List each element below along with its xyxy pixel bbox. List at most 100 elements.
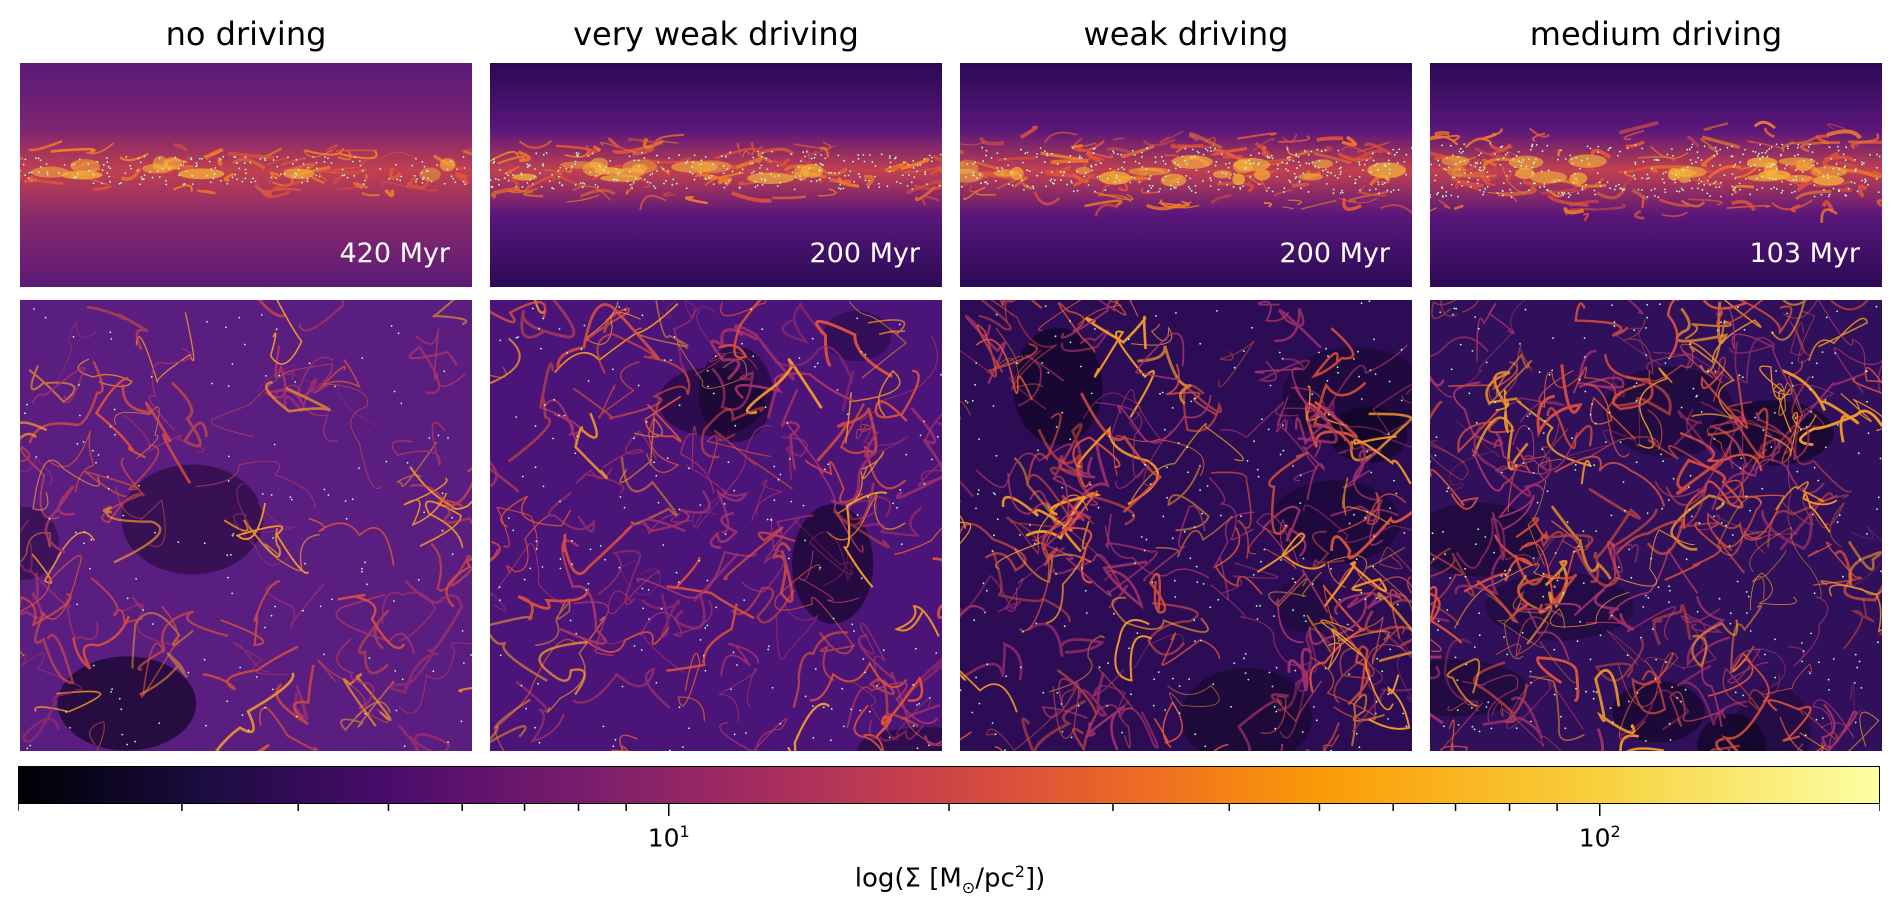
star-particle: [820, 154, 822, 156]
gas-filament: [674, 552, 739, 630]
star-particle: [1794, 417, 1797, 419]
star-particle: [1370, 471, 1373, 474]
star-particle: [597, 186, 599, 188]
star-particle: [1098, 666, 1101, 668]
star-particle: [1056, 692, 1059, 694]
star-particle: [1786, 145, 1789, 148]
star-particle: [662, 544, 665, 546]
gas-filament: [332, 167, 368, 176]
dense-gas-clump: [30, 166, 70, 178]
star-particle: [1046, 154, 1049, 157]
gas-filament: [454, 172, 470, 185]
star-particle: [1358, 161, 1361, 164]
dense-gas-clump: [178, 168, 225, 180]
star-particle: [1084, 171, 1087, 174]
star-particle: [1622, 481, 1625, 483]
star-particle: [1738, 188, 1741, 191]
star-particle: [1178, 712, 1181, 715]
star-particle: [786, 422, 789, 424]
gas-filament: [1540, 530, 1594, 549]
star-particle: [1854, 168, 1857, 170]
gas-filament: [793, 141, 832, 150]
star-particle: [1658, 303, 1661, 306]
star-particle: [1141, 166, 1144, 168]
gas-filament: [644, 395, 682, 443]
star-particle: [619, 496, 622, 498]
star-particle: [1479, 166, 1482, 169]
gas-filament: [1430, 547, 1475, 597]
gas-filament: [1627, 300, 1644, 315]
star-particle: [1773, 163, 1776, 166]
gas-filament: [1430, 207, 1437, 212]
star-particle: [574, 184, 577, 186]
star-particle: [1304, 620, 1307, 623]
star-particle: [1194, 397, 1196, 400]
star-particle: [1862, 162, 1865, 165]
star-particle: [1474, 161, 1477, 164]
star-particle: [1368, 678, 1371, 680]
star-particle: [1541, 150, 1544, 153]
star-particle: [678, 508, 681, 511]
star-particle: [1662, 172, 1665, 175]
star-particle: [1671, 154, 1674, 157]
gas-filament: [1220, 562, 1279, 595]
gas-filament: [1310, 656, 1377, 721]
dense-gas-clump: [1508, 155, 1544, 169]
gas-filament: [1268, 571, 1322, 608]
star-particle: [26, 403, 28, 406]
star-particle: [245, 172, 247, 175]
star-particle: [1042, 691, 1045, 694]
star-particle: [447, 437, 449, 439]
star-particle: [341, 174, 344, 177]
star-particle: [589, 548, 592, 551]
star-particle: [793, 188, 796, 191]
star-particle: [991, 550, 994, 552]
gas-filament: [1691, 619, 1739, 669]
gas-filament: [1619, 734, 1665, 751]
star-particle: [656, 154, 658, 157]
gas-filament: [1730, 604, 1763, 674]
star-particle: [859, 176, 861, 178]
star-particle: [1457, 195, 1459, 198]
star-particle: [1174, 186, 1177, 189]
star-particle: [1797, 143, 1800, 146]
gas-filament: [458, 687, 472, 693]
star-particle: [1466, 180, 1469, 183]
star-particle: [244, 177, 247, 180]
gas-filament: [855, 423, 873, 439]
gas-filament: [1782, 300, 1866, 369]
star-particle: [1685, 558, 1688, 561]
star-particle: [432, 670, 435, 673]
gas-filament: [1547, 194, 1589, 207]
star-particle: [20, 169, 21, 172]
star-particle: [574, 163, 577, 166]
gas-filament: [1333, 647, 1375, 704]
gas-filament: [1648, 343, 1714, 382]
star-particle: [1535, 143, 1538, 146]
gas-filament: [1676, 664, 1748, 726]
star-particle: [249, 161, 252, 164]
star-particle: [507, 179, 510, 182]
gas-filament: [506, 514, 550, 574]
star-particle: [125, 155, 128, 158]
star-particle: [1775, 187, 1778, 190]
gas-filament: [700, 406, 765, 459]
star-particle: [1311, 393, 1314, 396]
star-particle: [1774, 178, 1777, 180]
star-particle: [24, 158, 27, 161]
gas-filament: [1495, 431, 1579, 475]
star-particle: [1451, 176, 1454, 179]
star-particle: [1589, 147, 1592, 150]
star-particle: [906, 184, 909, 187]
star-particle: [1811, 376, 1814, 379]
star-particle: [364, 712, 366, 715]
gas-filament: [719, 718, 788, 751]
star-particle: [1876, 153, 1878, 156]
star-particle: [1187, 185, 1190, 188]
star-particle: [1376, 597, 1378, 599]
star-particle: [576, 154, 579, 157]
gas-filament: [1060, 300, 1113, 339]
gas-filament: [1726, 204, 1771, 209]
star-particle: [1032, 187, 1035, 190]
star-particle: [700, 159, 703, 162]
